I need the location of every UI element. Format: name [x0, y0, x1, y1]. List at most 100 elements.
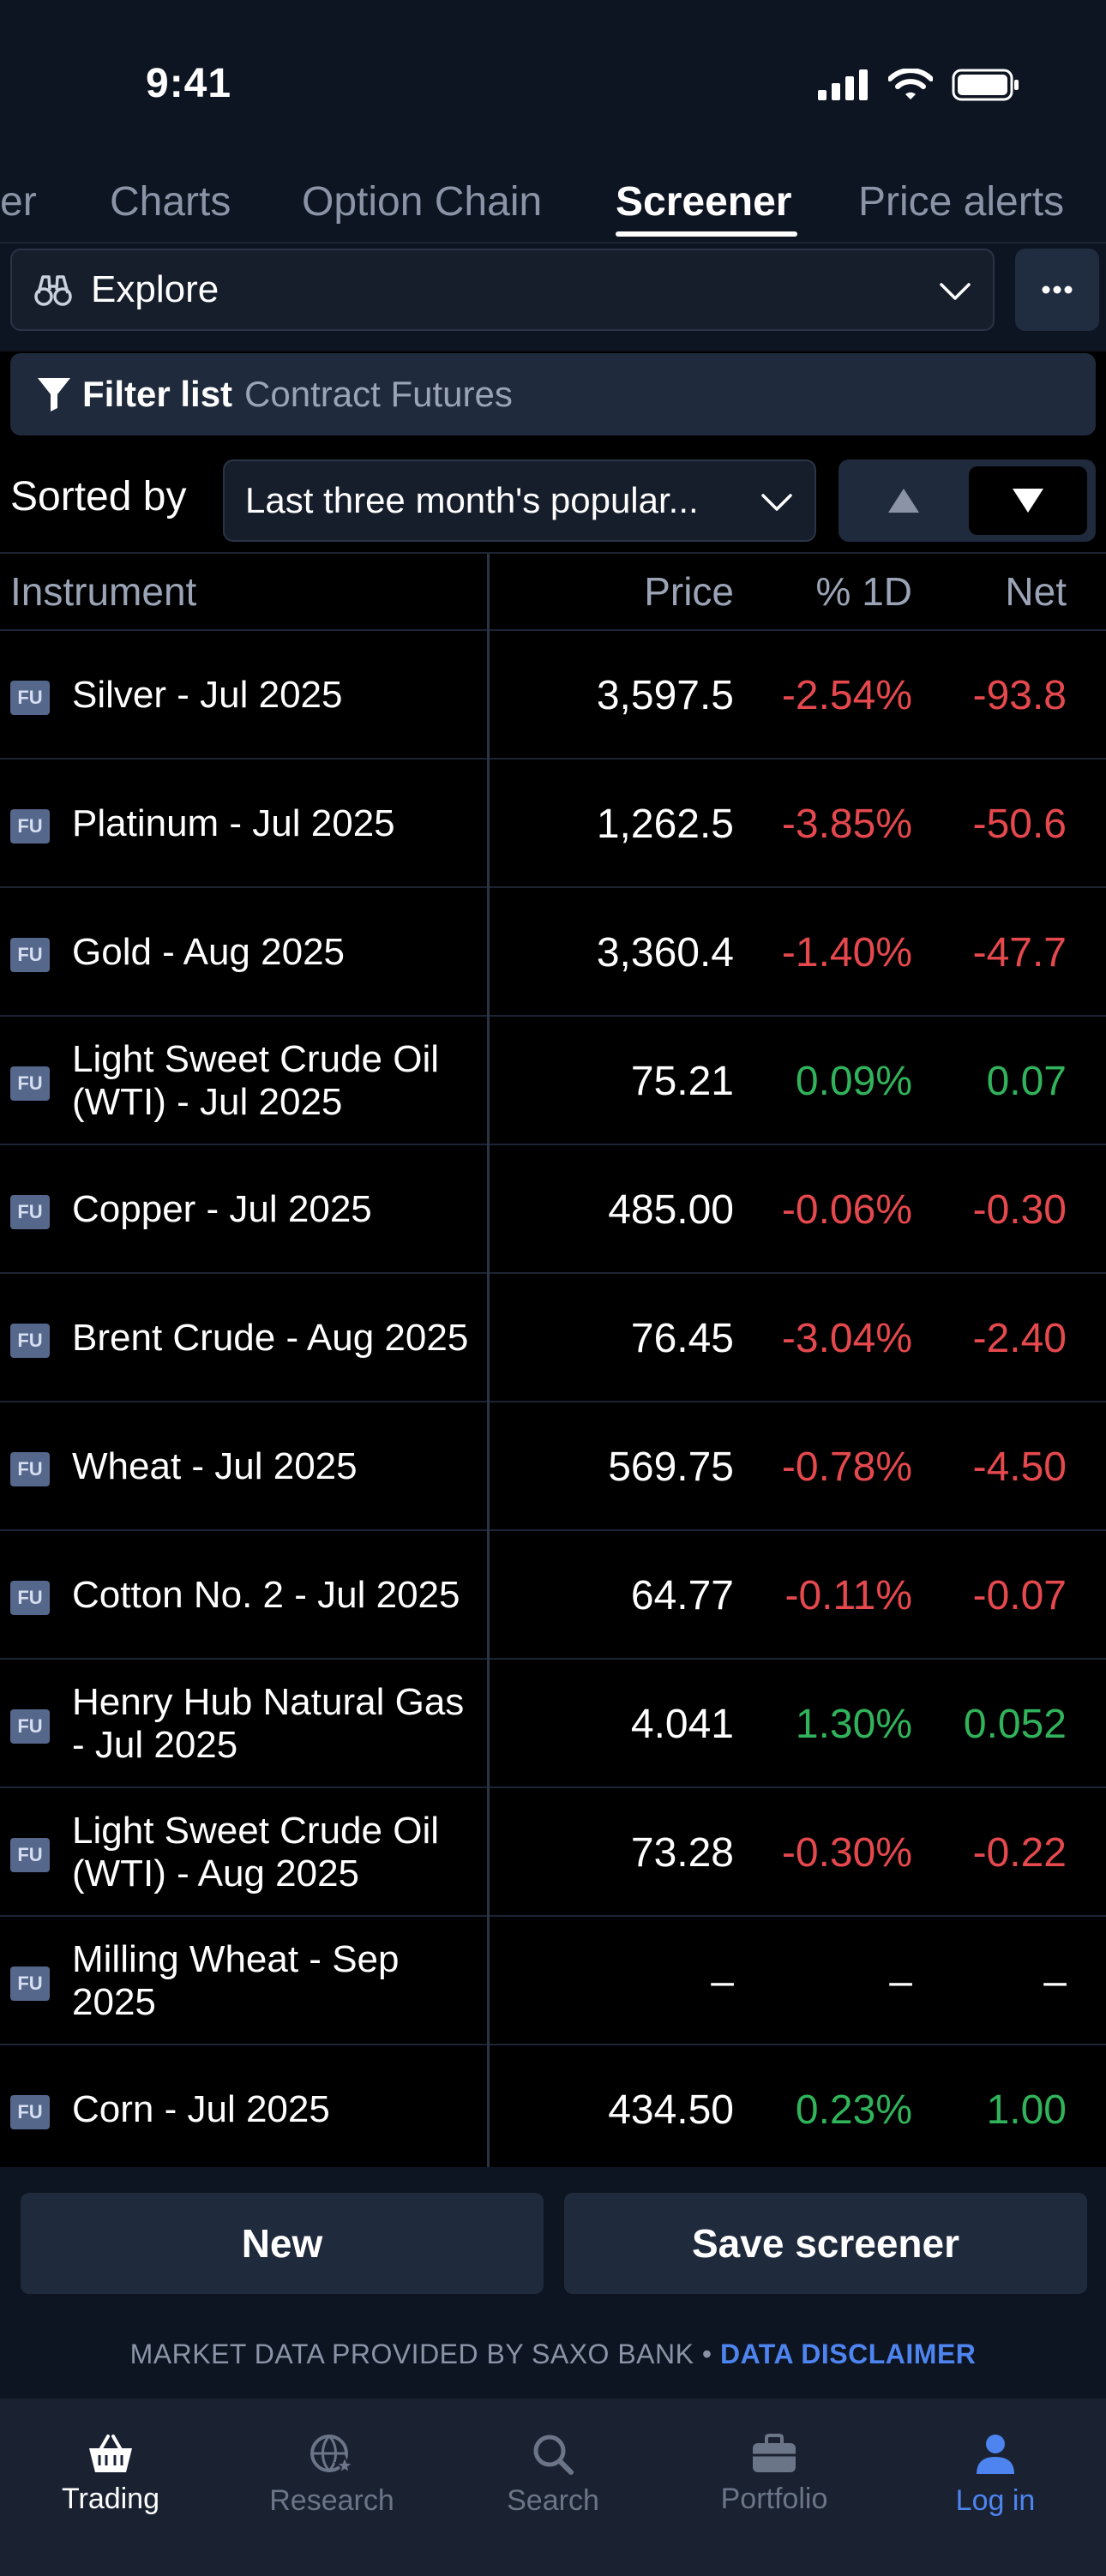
futures-badge: FU	[10, 2095, 50, 2129]
nav-label: Research	[269, 2484, 394, 2517]
header-pct-1d[interactable]: % 1D	[815, 569, 912, 614]
nav-label: Log in	[955, 2484, 1036, 2517]
market-data-disclaimer: MARKET DATA PROVIDED BY SAXO BANK • DATA…	[0, 2339, 1106, 2370]
filter-value: Contract Futures	[244, 374, 513, 414]
sort-descending-button[interactable]	[969, 466, 1087, 535]
new-button[interactable]: New	[21, 2193, 544, 2294]
tab-charts[interactable]: Charts	[110, 178, 231, 225]
instrument-pct-change: –	[889, 1958, 912, 2004]
status-icons	[818, 69, 1020, 101]
instrument-pct-change: -0.06%	[781, 1186, 912, 1233]
battery-icon	[952, 69, 1019, 101]
instrument-name: Light Sweet Crude Oil (WTI) - Aug 2025	[72, 1810, 439, 1894]
table-top-divider	[0, 552, 1106, 554]
futures-badge: FU	[10, 1452, 50, 1486]
instrument-price: 76.45	[630, 1315, 734, 1361]
futures-badge: FU	[10, 1324, 50, 1358]
chevron-down-icon	[940, 283, 971, 300]
table-header-divider	[0, 629, 1106, 631]
sort-row: Sorted by Last three month's popular...	[0, 454, 1106, 549]
search-icon	[533, 2435, 574, 2475]
more-options-button[interactable]	[1015, 249, 1099, 331]
nav-research[interactable]: Research	[221, 2433, 442, 2518]
header-net[interactable]: Net	[1005, 569, 1067, 614]
header-instrument[interactable]: Instrument	[10, 569, 197, 614]
ellipsis-icon	[1042, 285, 1073, 294]
instrument-net-change: –	[1043, 1958, 1067, 2004]
instrument-name: Milling Wheat - Sep 2025	[72, 1938, 400, 2023]
instrument-name: Copper - Jul 2025	[72, 1188, 372, 1230]
tab-screener[interactable]: Screener	[616, 178, 792, 225]
table-row[interactable]: FU Gold - Aug 2025 3,360.4 -1.40% -47.7	[0, 888, 1106, 1017]
filter-list-bar[interactable]: Filter list Contract Futures	[10, 353, 1096, 435]
status-time: 9:41	[146, 61, 232, 106]
table-row[interactable]: FU Light Sweet Crude Oil (WTI) - Aug 202…	[0, 1788, 1106, 1917]
table-row[interactable]: FU Milling Wheat - Sep 2025 – – –	[0, 1917, 1106, 2045]
table-row[interactable]: FU Cotton No. 2 - Jul 2025 64.77 -0.11% …	[0, 1531, 1106, 1660]
instrument-price: 3,360.4	[596, 929, 734, 976]
instrument-net-change: -0.30	[972, 1186, 1067, 1233]
cellular-signal-icon	[818, 69, 868, 100]
sort-label: Sorted by	[10, 474, 187, 519]
sort-direction-toggle	[839, 459, 1096, 542]
status-bar: 9:41	[0, 0, 1106, 163]
instrument-name: Silver - Jul 2025	[72, 674, 343, 716]
instrument-name: Gold - Aug 2025	[72, 931, 346, 973]
instrument-price: 73.28	[630, 1829, 734, 1876]
tab-partial[interactable]: er	[0, 178, 37, 225]
disclaimer-text: MARKET DATA PROVIDED BY SAXO BANK •	[129, 2339, 712, 2369]
instrument-net-change: -93.8	[972, 672, 1067, 718]
explore-dropdown[interactable]: Explore	[10, 249, 995, 331]
table-row[interactable]: FU Henry Hub Natural Gas - Jul 2025 4.04…	[0, 1660, 1106, 1788]
header-price[interactable]: Price	[644, 569, 734, 614]
chevron-down-icon	[761, 494, 792, 511]
table-row[interactable]: FU Light Sweet Crude Oil (WTI) - Jul 202…	[0, 1017, 1106, 1145]
nav-trading[interactable]: Trading	[0, 2433, 221, 2516]
sort-ascending-button[interactable]	[845, 466, 962, 535]
instrument-price: 3,597.5	[596, 672, 734, 718]
futures-badge: FU	[10, 809, 50, 844]
action-panel: New Save screener MARKET DATA PROVIDED B…	[0, 2167, 1106, 2399]
instrument-price: 4.041	[630, 1701, 734, 1747]
table-row[interactable]: FU Platinum - Jul 2025 1,262.5 -3.85% -5…	[0, 760, 1106, 888]
instrument-pct-change: 0.23%	[795, 2087, 912, 2133]
table-row[interactable]: FU Silver - Jul 2025 3,597.5 -2.54% -93.…	[0, 631, 1106, 760]
instrument-pct-change: -1.40%	[781, 929, 912, 976]
sort-dropdown[interactable]: Last three month's popular...	[223, 459, 816, 542]
instrument-net-change: 1.00	[986, 2087, 1067, 2133]
save-screener-button[interactable]: Save screener	[564, 2193, 1087, 2294]
tab-price-alerts[interactable]: Price alerts	[858, 178, 1065, 225]
binoculars-icon	[34, 275, 72, 306]
instrument-pct-change: -3.85%	[781, 801, 912, 847]
futures-badge: FU	[10, 1838, 50, 1872]
table-row[interactable]: FU Corn - Jul 2025 434.50 0.23% 1.00	[0, 2045, 1106, 2174]
instrument-name: Brent Crude - Aug 2025	[72, 1317, 469, 1359]
bottom-navigation: Trading Research Search Portfolio Log in	[0, 2399, 1106, 2576]
section-tabs: er Charts Option Chain Screener Price al…	[0, 163, 1106, 240]
tab-option-chain[interactable]: Option Chain	[302, 178, 543, 225]
instrument-net-change: 0.07	[986, 1058, 1067, 1104]
instrument-pct-change: 1.30%	[795, 1701, 912, 1747]
nav-search[interactable]: Search	[442, 2433, 664, 2518]
instrument-price: 569.75	[608, 1444, 734, 1490]
instrument-net-change: -0.22	[972, 1829, 1067, 1876]
basket-icon	[89, 2435, 132, 2472]
user-icon	[977, 2435, 1014, 2474]
sort-value: Last three month's popular...	[245, 480, 699, 520]
nav-portfolio[interactable]: Portfolio	[664, 2433, 885, 2516]
active-tab-indicator	[616, 231, 797, 237]
nav-log-in[interactable]: Log in	[885, 2433, 1106, 2518]
table-row[interactable]: FU Wheat - Jul 2025 569.75 -0.78% -4.50	[0, 1402, 1106, 1531]
instrument-pct-change: -0.78%	[781, 1444, 912, 1490]
nav-label: Search	[507, 2484, 599, 2517]
instrument-net-change: -0.07	[972, 1572, 1067, 1618]
explore-label: Explore	[91, 268, 219, 310]
instrument-price: 485.00	[608, 1186, 734, 1233]
table-row[interactable]: FU Brent Crude - Aug 2025 76.45 -3.04% -…	[0, 1274, 1106, 1402]
futures-badge: FU	[10, 1066, 50, 1101]
data-disclaimer-link[interactable]: DATA DISCLAIMER	[719, 2339, 977, 2369]
instrument-pct-change: -2.54%	[781, 672, 912, 718]
filter-icon	[38, 378, 70, 411]
table-row[interactable]: FU Copper - Jul 2025 485.00 -0.06% -0.30	[0, 1145, 1106, 1274]
instrument-list: FU Silver - Jul 2025 3,597.5 -2.54% -93.…	[0, 631, 1106, 2174]
